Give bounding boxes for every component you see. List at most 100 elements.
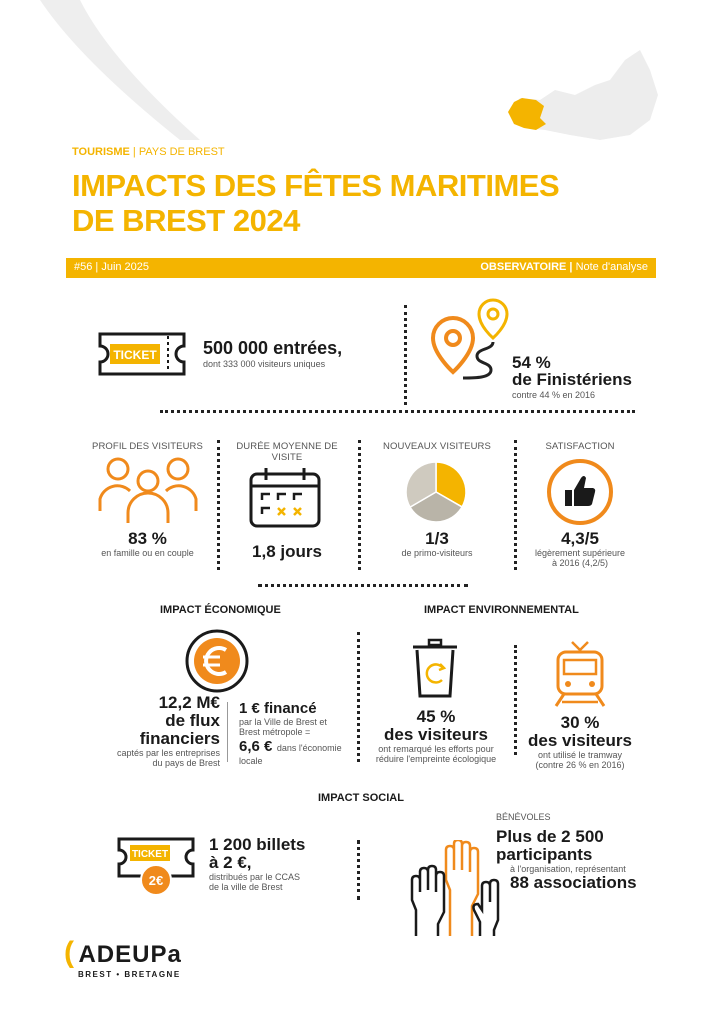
economique-title: IMPACT ÉCONOMIQUE [160, 604, 281, 616]
billets-sub-1: distribués par le CCAS [209, 871, 301, 882]
tram-sub-1: ont utilisé le tramway [537, 749, 623, 760]
participants-sub: à l'organisation, représentant [510, 863, 626, 874]
title-line-1: IMPACTS DES FÊTES MARITIMES [72, 168, 560, 203]
tram-value: 30 % [560, 713, 600, 732]
billets-value-1: 1 200 billets [209, 835, 306, 854]
entries-block: 500 000 entrées, dont 333 000 visiteurs … [203, 338, 342, 369]
divider-vertical [357, 632, 360, 762]
category-bold: TOURISME [72, 146, 130, 158]
thumbs-up-icon [547, 459, 613, 525]
finance-value-2: 6,6 € [239, 737, 273, 755]
adeupa-logo: ( ADEUPa BREST • BRETAGNE [64, 936, 182, 979]
flux-value-2: de flux [165, 710, 220, 730]
flux-sub-1: captés par les entreprises [116, 747, 220, 758]
recycling-bin-icon [413, 638, 457, 698]
nouveaux-sub: de primo-visiteurs [401, 547, 473, 558]
duree-label: DURÉE MOYENNE DE VISITE [236, 441, 338, 463]
logo-bracket: ( [64, 936, 74, 969]
profil-sub: en famille ou en couple [101, 547, 194, 558]
benevoles-label: BÉNÉVOLES [496, 812, 551, 822]
profil-block: 83 % en famille ou en couple [85, 530, 210, 558]
flux-value-1: 12,2 M€ [158, 693, 220, 712]
observatory-label: OBSERVATOIRE | Note d'analyse [480, 261, 648, 273]
people-icon [98, 457, 198, 523]
satisfaction-block: 4,3/5 légèrement supérieure à 2016 (4,2/… [520, 530, 640, 569]
billets-block: 1 200 billets à 2 €, distribués par le C… [209, 836, 305, 892]
participants-value-1: Plus de 2 500 [496, 827, 604, 846]
satisfaction-value: 4,3/5 [561, 529, 599, 548]
nouveaux-block: 1/3 de primo-visiteurs [372, 530, 502, 558]
flux-block: 12,2 M€ de flux financiers captés par le… [60, 694, 220, 768]
nouveaux-value: 1/3 [425, 529, 449, 548]
finisteriens-block: 54 % de Finistériens contre 44 % en 2016 [512, 354, 632, 400]
finisteriens-value: 54 % [512, 353, 551, 372]
associations-value: 88 associations [510, 873, 637, 893]
participants-value-2: participants [496, 844, 593, 864]
ticket-icon-text: TICKET [113, 348, 157, 362]
pie-slice-1 [409, 491, 464, 523]
finance-sub-4: locale [239, 755, 263, 766]
euro-coin-icon [185, 629, 249, 693]
finance-sub-3: dans l'économie [276, 742, 342, 753]
logo-name: ADEUPa [78, 941, 182, 968]
finance-sub-2: Brest métropole = [239, 727, 311, 738]
flux-value-3: financiers [139, 728, 220, 748]
finisteriens-sub: contre 44 % en 2016 [512, 389, 596, 400]
satisfaction-sub2: à 2016 (4,2/5) [551, 558, 609, 569]
social-title: IMPACT SOCIAL [318, 792, 404, 804]
duree-value: 1,8 jours [252, 542, 322, 561]
nouveaux-label: NOUVEAUX VISITEURS [383, 441, 491, 452]
finance-sub-1: par la Ville de Brest et [239, 717, 327, 727]
billets-value-2: à 2 €, [209, 852, 252, 872]
divider-vertical [514, 440, 517, 570]
logo-sub: BREST • BRETAGNE [78, 970, 181, 979]
efforts-sub-2: réduire l'empreinte écologique [375, 754, 497, 765]
divider-vertical [217, 440, 220, 570]
environnemental-title: IMPACT ENVIRONNEMENTAL [424, 604, 579, 616]
profil-value: 83 % [128, 529, 167, 548]
satisfaction-label: SATISFACTION [545, 441, 615, 452]
divider-vertical [357, 840, 360, 900]
efforts-block: 45 % des visiteurs ont remarqué les effo… [368, 708, 504, 764]
participants-block: Plus de 2 500 participants à l'organisat… [496, 828, 637, 892]
social-ticket-text: TICKET [132, 849, 168, 860]
background-swoosh [40, 0, 200, 140]
tram-label: des visiteurs [528, 730, 632, 750]
efforts-label: des visiteurs [384, 724, 488, 744]
issue-number: #56 | Juin 2025 [74, 261, 150, 273]
category-rest: PAYS DE BREST [138, 146, 225, 158]
page-title: IMPACTS DES FÊTES MARITIMES DE BREST 202… [72, 168, 560, 239]
entries-sub: dont 333 000 visiteurs uniques [203, 359, 326, 369]
efforts-value: 45 % [416, 707, 456, 726]
finisteriens-label: de Finistériens [512, 370, 632, 389]
ticket-icon: TICKET [98, 332, 186, 376]
header-band: #56 | Juin 2025 OBSERVATOIRE | Note d'an… [66, 258, 656, 278]
tram-block: 30 % des visiteurs ont utilisé le tramwa… [514, 714, 646, 770]
billets-sub-2: de la ville de Brest [209, 882, 283, 893]
brittany-map-icon [508, 50, 658, 140]
calendar-icon [249, 468, 321, 528]
entries-value: 500 000 entrées, [203, 338, 343, 358]
tramway-icon [554, 641, 606, 707]
pie-chart-icon [405, 461, 467, 523]
satisfaction-sub1: légèrement supérieure [534, 547, 626, 558]
title-line-2: DE BREST 2024 [72, 203, 300, 239]
divider-vertical [404, 305, 407, 405]
divider-horizontal [258, 584, 468, 587]
divider-vertical [358, 440, 361, 570]
finance-block: 1 € financé par la Ville de Brest et Bre… [239, 700, 359, 766]
category-line: TOURISME | PAYS DE BREST [72, 146, 225, 158]
flux-separator [227, 702, 228, 762]
divider-vertical [514, 645, 517, 755]
raised-hands-icon [410, 840, 500, 936]
flux-sub-2: du pays de Brest [152, 757, 220, 768]
social-ticket-price: 2€ [149, 873, 163, 888]
efforts-sub-1: ont remarqué les efforts pour [378, 743, 494, 754]
finance-value: 1 € financé [239, 700, 317, 717]
divider-horizontal [160, 410, 635, 413]
tram-sub-2: (contre 26 % en 2016) [535, 760, 625, 771]
location-pins-icon [430, 298, 509, 380]
social-ticket-icon: TICKET 2€ [117, 837, 195, 896]
profil-label: PROFIL DES VISITEURS [92, 441, 203, 452]
pie-slice-2 [405, 461, 437, 509]
